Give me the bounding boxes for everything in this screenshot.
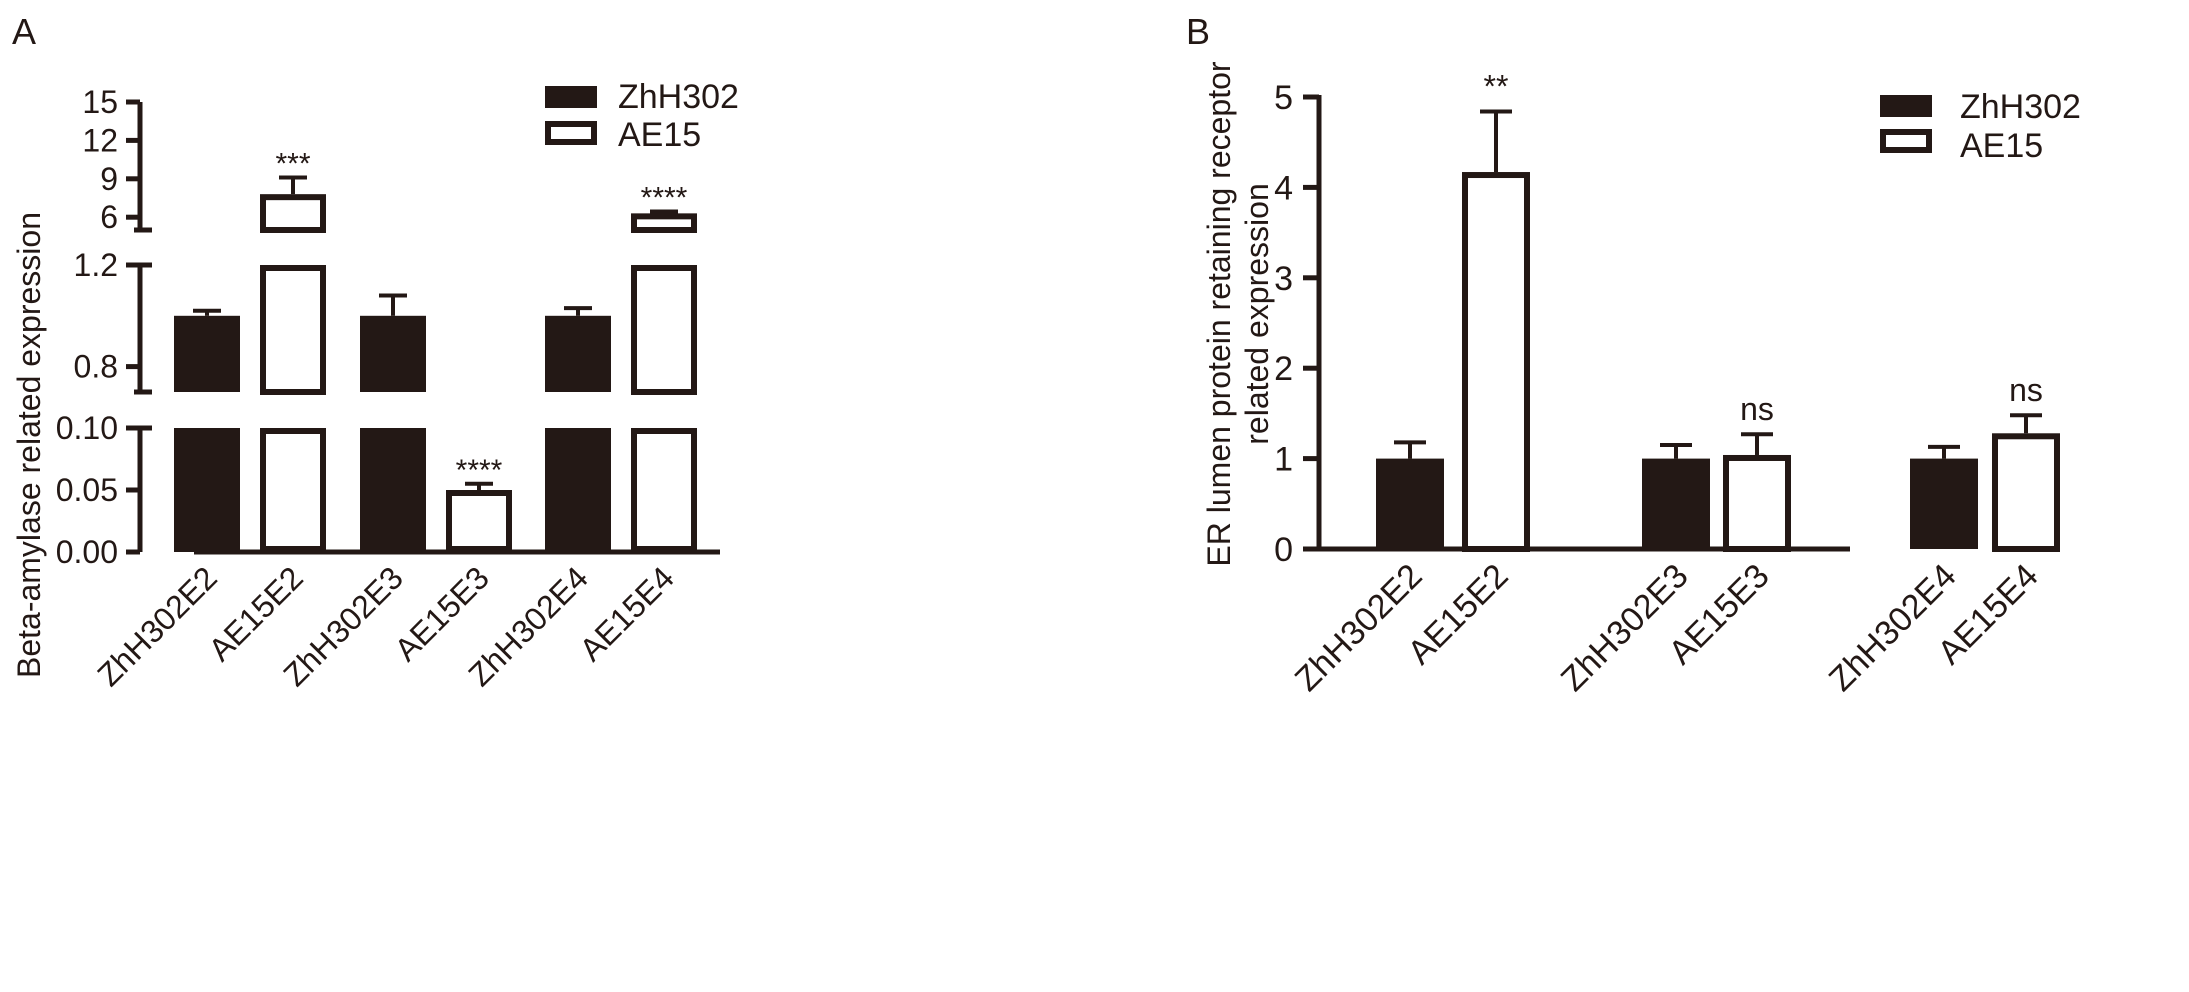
panel-a-tick-label: 6: [100, 199, 118, 235]
panel-b-legend: ZhH302 AE15: [1880, 88, 2081, 165]
panel-a-bar-AE15E4-seg-1: [631, 265, 697, 395]
panel-a-category-label: AE15E4: [572, 559, 680, 667]
panel-b-legend-label-zhh302: ZhH302: [1960, 88, 2081, 126]
panel-a-bar-ZhH302E4-seg-1: [545, 315, 611, 392]
panel-a-legend-label-zhh302: ZhH302: [618, 78, 739, 116]
panel-a-bars: [174, 194, 697, 552]
panel-a-bar-AE15E4-seg-0: [631, 428, 697, 552]
panel-a-category-label: ZhH302E2: [90, 559, 224, 693]
panel-b-bar-ZhH302E4: [1910, 458, 1978, 549]
panel-a-tick-label: 0.8: [74, 349, 118, 385]
panel-a-bar-AE15E3-seg-0: [446, 490, 512, 552]
panel-a-tick-label: 12: [82, 122, 118, 158]
panel-b-bar-AE15E2: [1462, 172, 1530, 552]
panel-b-legend-label-ae15: AE15: [1960, 127, 2043, 165]
panel-a-tick-label: 15: [82, 84, 118, 120]
panel-b-tick-label: 2: [1274, 350, 1293, 388]
panel-b-ylabel-line-1: ER lumen protein retaining receptor: [1201, 61, 1237, 567]
panel-a-annotations: ***********: [275, 148, 687, 487]
panel-a-annotation-AE15E4: ****: [641, 181, 688, 214]
panel-a-tick-label: 0.10: [56, 410, 118, 446]
panel-a-bar-AE15E2-seg-2: [260, 194, 326, 234]
panel-a-ylabel: Beta-amylase related expression: [11, 212, 47, 678]
panel-b-tick-label: 3: [1274, 260, 1293, 298]
panel-b-error-bars: [1394, 109, 2042, 459]
panel-a-annotation-AE15E2: ***: [275, 148, 310, 181]
panel-a-tick-label: 0.05: [56, 472, 118, 508]
panel-a-tick-label: 9: [100, 161, 118, 197]
panel-a-bar-ZhH302E3-seg-1: [360, 315, 426, 392]
panel-b-tick-label: 1: [1274, 441, 1293, 479]
panel-b-annotation-AE15E4: ns: [2009, 372, 2043, 408]
panel-b-ylabel-line-2: related expression: [1239, 183, 1275, 444]
panel-a-error-bars: [193, 175, 678, 490]
panel-b-annotation-AE15E3: ns: [1740, 391, 1774, 427]
panel-a-bar-AE15E2-seg-0: [260, 428, 326, 552]
panel-b-legend-swatch-ae15: [1880, 129, 1932, 153]
panel-a-bar-ZhH302E3-seg-0: [360, 428, 426, 552]
panel-a-bar-ZhH302E2-seg-0: [174, 428, 240, 552]
panel-b-category-label: ZhH302E4: [1822, 557, 1964, 699]
panel-a-bar-ZhH302E4-seg-0: [545, 428, 611, 552]
panel-b-bar-AE15E4: [1992, 433, 2060, 552]
panel-b-category-label: ZhH302E3: [1554, 557, 1696, 699]
panel-b-tick-label: 0: [1274, 531, 1293, 569]
panel-b-legend-swatch-zhh302: [1880, 95, 1932, 117]
panel-b-bar-ZhH302E3: [1642, 458, 1710, 549]
panel-b-annotations: ** ns ns: [1484, 68, 2043, 427]
panel-a-y-axis: [126, 99, 152, 555]
panel-a-legend-label-ae15: AE15: [618, 116, 701, 154]
panel-a-bar-ZhH302E2-seg-1: [174, 315, 240, 392]
panel-a-category-labels: ZhH302E2AE15E2ZhH302E3AE15E3ZhH302E4AE15…: [90, 559, 681, 693]
panel-b-annotation-AE15E2: **: [1484, 68, 1509, 104]
panel-a-tick-label: 1.2: [74, 247, 118, 283]
panel-b-ticks: 0 1 2 3 4 5: [1274, 79, 1319, 569]
panel-b-tick-label: 5: [1274, 79, 1293, 117]
panel-a-tick-label: 0.00: [56, 534, 118, 570]
panel-a-bar-AE15E4-seg-2: [631, 213, 697, 234]
panel-b-category-label: ZhH302E2: [1288, 557, 1430, 699]
panel-a-legend: ZhH302 AE15: [545, 78, 739, 154]
panel-b-bars: [1376, 172, 2060, 553]
panel-a-bar-AE15E2-seg-1: [260, 265, 326, 395]
panel-a: A Beta-amylase related expression 0.000.…: [11, 11, 739, 693]
panel-b-bar-AE15E3: [1723, 454, 1791, 553]
panel-b-tick-label: 4: [1274, 169, 1293, 207]
panel-a-label: A: [12, 11, 36, 52]
panel-b: B ER lumen protein retaining receptor re…: [1186, 11, 2081, 699]
panel-b-label: B: [1186, 11, 1210, 52]
panel-a-legend-swatch-zhh302: [545, 86, 597, 108]
panel-a-legend-swatch-ae15: [545, 121, 597, 145]
panel-a-annotation-AE15E3: ****: [456, 454, 503, 487]
panel-b-bar-ZhH302E2: [1376, 458, 1444, 549]
